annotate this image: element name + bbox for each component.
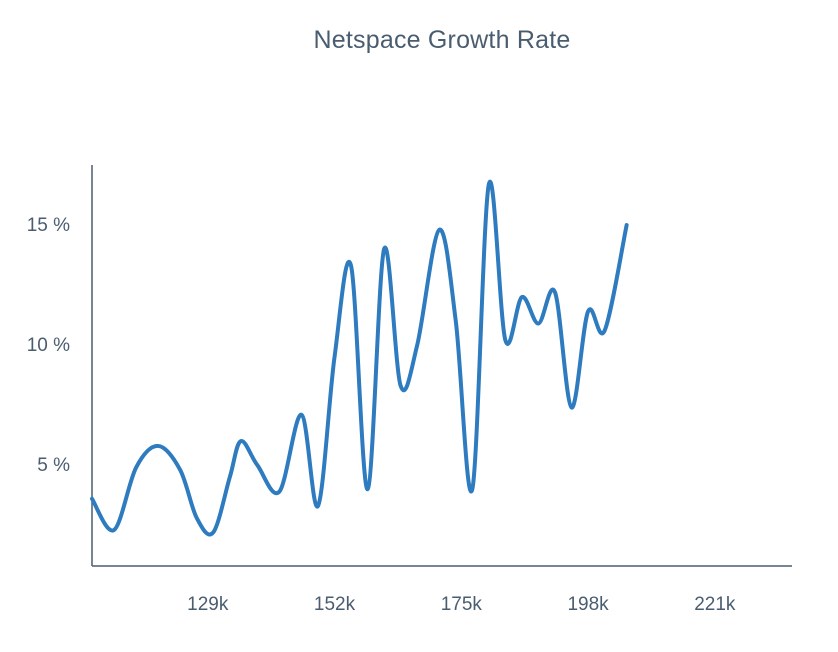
- tick-labels: 5 % 10 % 15 % 129k 152k 175k 198k 221k: [27, 215, 736, 615]
- x-tick-label: 198k: [567, 594, 609, 615]
- x-tick-label: 129k: [187, 594, 229, 615]
- x-tick-label: 152k: [314, 594, 356, 615]
- y-tick-label: 5 %: [37, 455, 70, 476]
- x-tick-label: 221k: [694, 594, 736, 615]
- series-line: [90, 179, 629, 537]
- x-tick-label: 175k: [441, 594, 483, 615]
- series-group: [90, 179, 629, 537]
- chart-title: Netspace Growth Rate: [313, 26, 571, 54]
- y-tick-label: 15 %: [27, 215, 70, 236]
- chart-axes: [91, 165, 792, 567]
- y-tick-label: 10 %: [27, 335, 70, 356]
